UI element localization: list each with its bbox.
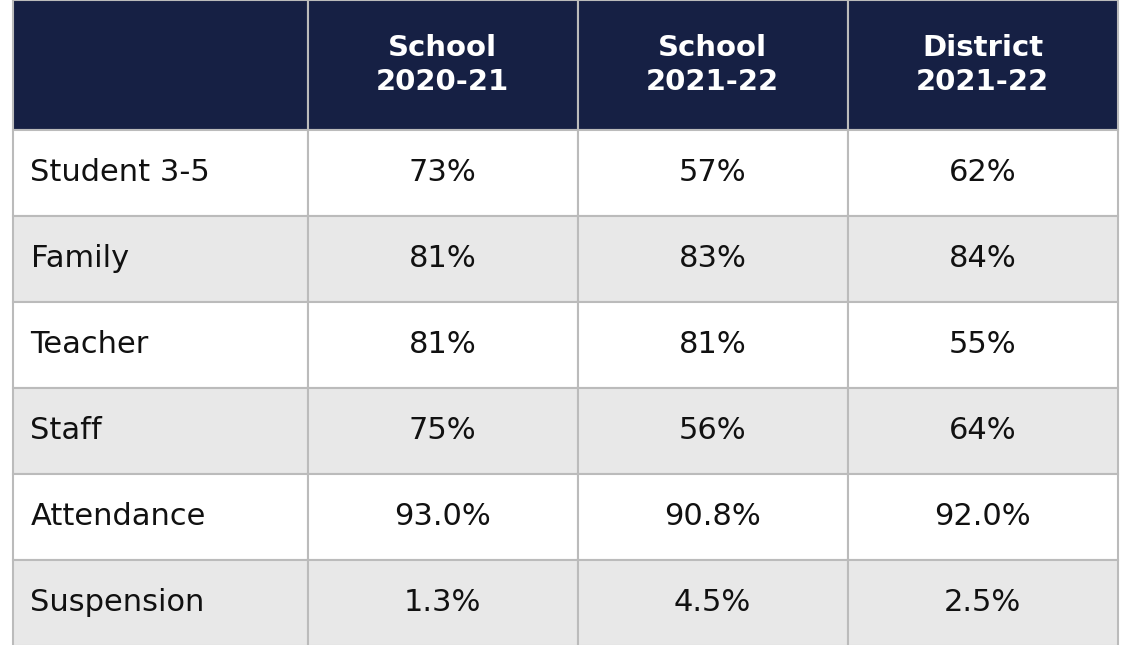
Bar [12, 130, 307, 215]
Text: 90.8%: 90.8% [664, 502, 760, 531]
Text: School: School [658, 34, 767, 63]
Text: Suspension: Suspension [31, 588, 205, 617]
Bar [307, 130, 577, 215]
Bar [848, 0, 1118, 130]
Bar [577, 0, 848, 130]
Text: 93.0%: 93.0% [394, 502, 490, 531]
Text: 75%: 75% [409, 416, 477, 445]
Bar [577, 215, 848, 301]
Bar [307, 301, 577, 388]
Text: Teacher: Teacher [31, 330, 149, 359]
Bar [12, 473, 307, 559]
Bar [577, 473, 848, 559]
Bar [577, 130, 848, 215]
Bar [577, 559, 848, 645]
Text: 81%: 81% [409, 244, 477, 273]
Text: 2.5%: 2.5% [944, 588, 1022, 617]
Bar [12, 301, 307, 388]
Bar [12, 388, 307, 473]
Bar [577, 388, 848, 473]
Bar [307, 559, 577, 645]
Bar [848, 473, 1118, 559]
Text: 84%: 84% [948, 244, 1016, 273]
Text: Family: Family [31, 244, 129, 273]
Text: 1.3%: 1.3% [403, 588, 481, 617]
Bar [307, 0, 577, 130]
Text: 81%: 81% [679, 330, 747, 359]
Text: 55%: 55% [949, 330, 1016, 359]
Bar [848, 301, 1118, 388]
Text: 83%: 83% [678, 244, 747, 273]
Text: 57%: 57% [679, 158, 746, 187]
Text: Staff: Staff [31, 416, 102, 445]
Bar [848, 130, 1118, 215]
Bar [848, 215, 1118, 301]
Text: District: District [922, 34, 1043, 63]
Bar [12, 0, 307, 130]
Bar [307, 473, 577, 559]
Bar [848, 388, 1118, 473]
Text: 56%: 56% [679, 416, 746, 445]
Text: 73%: 73% [409, 158, 477, 187]
Bar [12, 215, 307, 301]
Text: 2020-21: 2020-21 [376, 68, 510, 97]
Text: 64%: 64% [949, 416, 1016, 445]
Bar [307, 215, 577, 301]
Text: 2021-22: 2021-22 [646, 68, 779, 97]
Bar [12, 559, 307, 645]
Text: Attendance: Attendance [31, 502, 206, 531]
Text: 4.5%: 4.5% [673, 588, 751, 617]
Text: Student 3-5: Student 3-5 [31, 158, 210, 187]
Text: 92.0%: 92.0% [935, 502, 1031, 531]
Bar [307, 388, 577, 473]
Text: 62%: 62% [949, 158, 1016, 187]
Text: 81%: 81% [409, 330, 477, 359]
Bar [577, 301, 848, 388]
Text: 2021-22: 2021-22 [916, 68, 1049, 97]
Bar [848, 559, 1118, 645]
Text: School: School [388, 34, 497, 63]
